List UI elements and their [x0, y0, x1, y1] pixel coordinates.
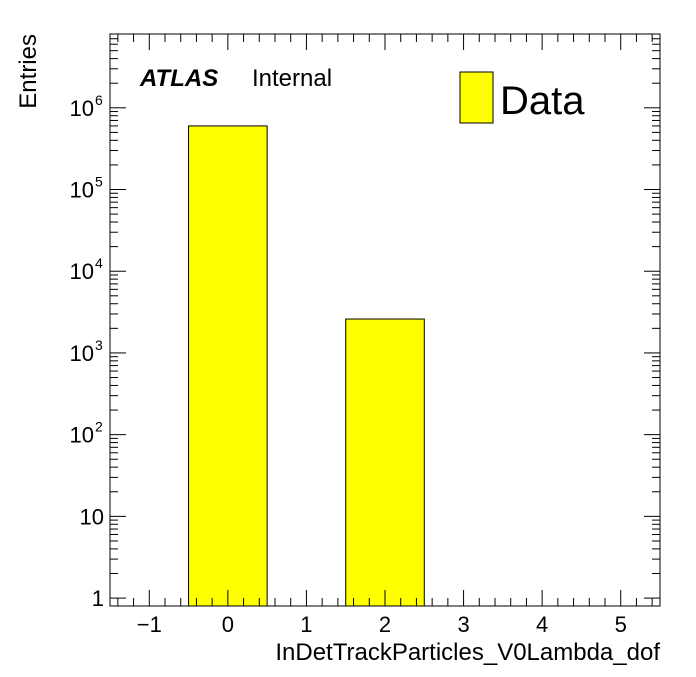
- x-tick-label: −1: [137, 612, 162, 637]
- y-tick-exponent: 2: [95, 419, 103, 435]
- x-ticks-layer: −1 0 1 2 3 4 5: [117, 34, 653, 637]
- legend-label-data: Data: [500, 79, 585, 123]
- y-axis-title: Entries: [15, 34, 42, 109]
- legend: Data: [459, 71, 585, 124]
- x-tick-label: 1: [300, 612, 312, 637]
- bars-layer: [188, 125, 425, 607]
- histogram-bar: [188, 125, 268, 607]
- x-tick-label: 3: [457, 612, 469, 637]
- y-tick-label: 10: [70, 423, 94, 448]
- x-axis-title: InDetTrackParticles_V0Lambda_dof: [275, 639, 660, 666]
- x-tick-label: 4: [536, 612, 548, 637]
- atlas-sublabel: Internal: [252, 65, 332, 92]
- y-tick-exponent: 3: [95, 337, 103, 353]
- y-tick-label: 1: [92, 586, 104, 611]
- y-tick-exponent: 4: [95, 255, 103, 271]
- atlas-label: ATLAS: [139, 65, 218, 92]
- y-tick-label: 10: [80, 504, 104, 529]
- y-tick-label: 10: [70, 96, 94, 121]
- y-tick-exponent: 6: [95, 92, 103, 108]
- legend-swatch-data: [459, 71, 494, 124]
- x-tick-label: 0: [222, 612, 234, 637]
- y-tick-label: 10: [70, 178, 94, 203]
- y-tick-exponent: 5: [95, 174, 103, 190]
- histogram-bar: [345, 318, 425, 607]
- x-tick-label: 5: [615, 612, 627, 637]
- labels-layer: InDetTrackParticles_V0Lambda_dof Entries…: [15, 34, 660, 666]
- y-tick-label: 10: [70, 341, 94, 366]
- x-tick-label: 2: [379, 612, 391, 637]
- y-tick-label: 10: [70, 259, 94, 284]
